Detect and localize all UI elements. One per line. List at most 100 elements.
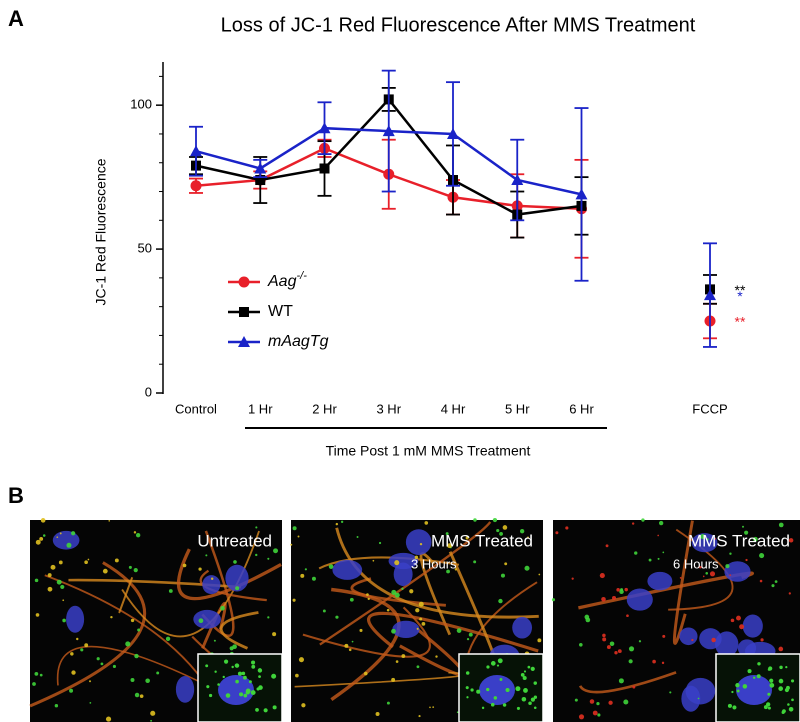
puncta	[565, 526, 569, 530]
puncta	[499, 532, 503, 536]
puncta	[424, 521, 429, 525]
puncta	[394, 560, 400, 566]
legend-name: WT	[268, 303, 293, 320]
puncta	[638, 640, 642, 643]
puncta	[662, 551, 665, 554]
puncta	[128, 565, 132, 569]
point	[318, 122, 331, 134]
nucleus	[66, 605, 85, 633]
legend-label: WT	[268, 303, 293, 320]
puncta	[421, 622, 426, 626]
puncta	[709, 571, 716, 577]
puncta	[391, 589, 397, 595]
neurite	[29, 561, 146, 708]
puncta	[419, 617, 423, 621]
puncta	[235, 586, 240, 591]
puncta	[71, 531, 76, 536]
puncta	[492, 517, 498, 523]
puncta	[137, 628, 141, 632]
puncta	[70, 652, 74, 656]
puncta	[465, 536, 469, 540]
puncta	[414, 555, 419, 560]
puncta	[432, 706, 435, 708]
puncta	[618, 678, 624, 684]
puncta	[220, 605, 225, 611]
puncta	[150, 710, 156, 716]
puncta	[39, 673, 43, 677]
puncta	[391, 677, 396, 682]
puncta	[272, 632, 277, 637]
puncta	[699, 565, 702, 569]
puncta	[130, 618, 135, 623]
nucleus	[512, 616, 533, 639]
puncta	[739, 624, 745, 630]
puncta	[351, 640, 354, 643]
puncta	[42, 534, 46, 537]
puncta	[391, 628, 396, 634]
inset-puncta	[752, 676, 756, 679]
puncta	[292, 598, 296, 602]
x-tick-label: 4 Hr	[441, 401, 466, 416]
micrograph: Untreated	[29, 518, 283, 722]
legend-label: Aag-/-	[267, 270, 307, 290]
inset-puncta	[515, 686, 521, 692]
y-tick-label: 0	[145, 384, 152, 399]
legend-entry: WT	[228, 303, 293, 320]
puncta	[759, 553, 765, 559]
puncta	[574, 698, 578, 702]
inset-puncta	[255, 708, 259, 712]
nucleus	[742, 614, 763, 638]
inset-puncta	[765, 702, 771, 707]
puncta	[35, 539, 41, 545]
puncta	[418, 601, 424, 607]
inset-puncta	[214, 670, 217, 673]
inset-puncta	[239, 692, 244, 697]
puncta	[612, 596, 617, 601]
puncta	[605, 544, 609, 548]
puncta	[62, 599, 65, 602]
puncta	[114, 558, 119, 563]
point	[238, 336, 250, 347]
puncta	[415, 608, 420, 613]
puncta	[435, 655, 438, 658]
puncta	[592, 710, 598, 716]
puncta	[456, 711, 459, 714]
puncta	[84, 560, 88, 565]
puncta	[156, 671, 160, 675]
puncta	[744, 530, 749, 535]
puncta	[71, 670, 76, 675]
nucleus	[175, 675, 195, 703]
puncta	[416, 665, 420, 669]
puncta	[745, 558, 748, 562]
puncta	[628, 646, 635, 652]
puncta	[34, 672, 39, 676]
puncta	[713, 537, 716, 540]
puncta	[641, 518, 645, 522]
puncta	[706, 538, 709, 541]
nucleus	[626, 588, 653, 611]
puncta	[524, 565, 530, 571]
inset-puncta	[225, 693, 231, 698]
puncta	[652, 659, 656, 664]
puncta	[596, 702, 600, 706]
inset-puncta	[245, 690, 250, 695]
nucleus	[681, 685, 701, 712]
x-tick-label: 2 Hr	[312, 401, 337, 416]
puncta	[502, 525, 508, 530]
puncta	[700, 534, 706, 539]
puncta	[198, 618, 204, 624]
puncta	[579, 642, 583, 647]
puncta	[300, 573, 305, 578]
image-sublabel: 3 Hours	[411, 556, 457, 571]
inset-puncta	[481, 706, 485, 710]
puncta	[60, 584, 65, 590]
inset-puncta	[466, 696, 469, 699]
inset-puncta	[465, 671, 470, 675]
puncta	[344, 643, 349, 648]
puncta	[165, 636, 171, 642]
inset-puncta	[486, 665, 490, 669]
puncta	[788, 538, 794, 543]
nucleus	[52, 530, 80, 550]
inset-puncta	[251, 660, 256, 665]
puncta	[297, 535, 300, 538]
